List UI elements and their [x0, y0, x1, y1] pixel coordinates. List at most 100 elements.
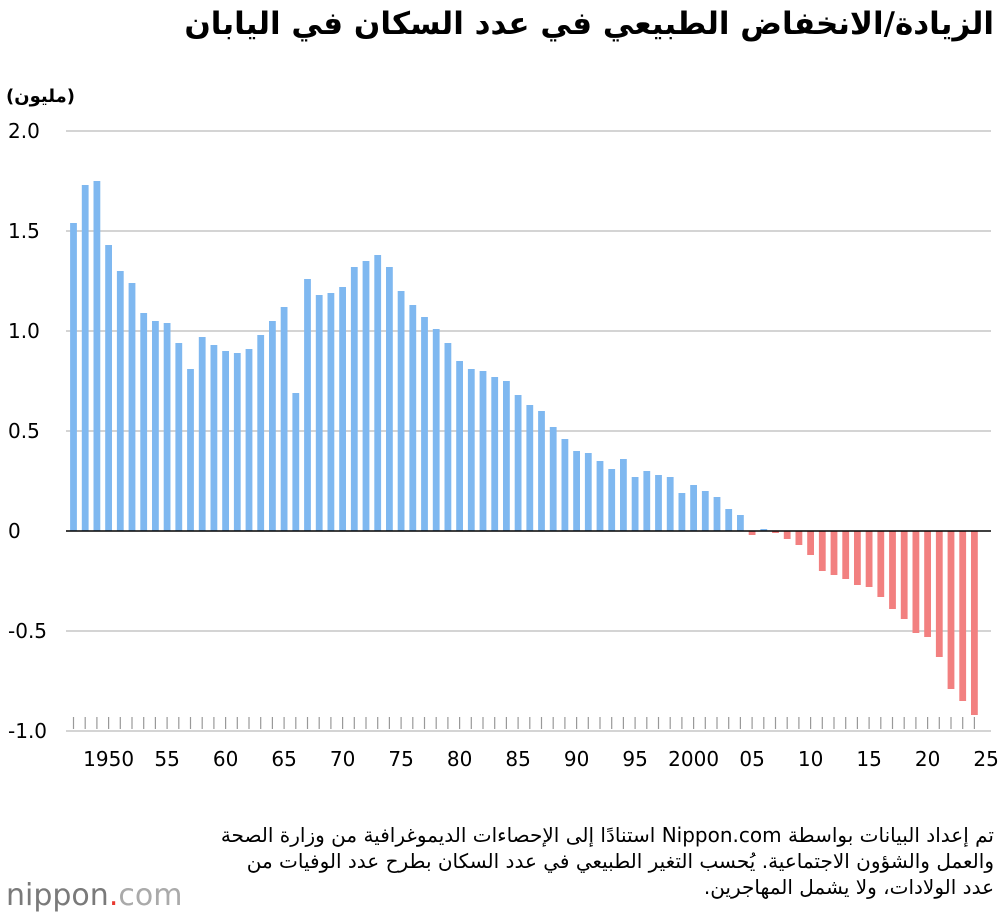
bar-2020 [924, 531, 931, 637]
bar-2023 [959, 531, 967, 701]
bar-1978 [432, 329, 440, 531]
x-tick-label: 70 [330, 747, 355, 771]
bar-1949 [93, 181, 101, 531]
bar-1974 [386, 267, 393, 531]
bar-2011 [818, 531, 826, 571]
bar-1951 [116, 271, 124, 531]
x-tick-label: 75 [388, 747, 413, 771]
bar-1991 [584, 453, 592, 531]
bar-1982 [479, 371, 487, 531]
logo-com: com [118, 878, 183, 913]
bar-2002 [713, 497, 721, 531]
x-tick-label: 90 [564, 747, 589, 771]
bar-2000 [690, 485, 697, 531]
bar-2003 [725, 509, 733, 531]
bar-1957 [187, 369, 194, 531]
bar-1959 [210, 345, 218, 531]
y-axis-unit-label: (مليون) [6, 86, 75, 107]
bar-2022 [947, 531, 955, 689]
bar-1992 [596, 461, 604, 531]
bar-1987 [538, 411, 545, 531]
bar-2009 [795, 531, 803, 545]
bar-1994 [620, 459, 627, 531]
bar-1961 [233, 353, 241, 531]
bar-2018 [900, 531, 908, 619]
x-tick-label: 2000 [668, 747, 719, 771]
bar-1960 [222, 351, 229, 531]
bar-2016 [877, 531, 885, 597]
bar-1970 [339, 287, 346, 531]
bar-1968 [315, 295, 323, 531]
x-tick-label: 25 [973, 747, 998, 771]
bar-1967 [304, 279, 311, 531]
bar-1985 [514, 395, 522, 531]
bar-1988 [549, 427, 557, 531]
bar-1989 [561, 439, 569, 531]
bar-1983 [491, 377, 499, 531]
bar-2005 [748, 531, 756, 535]
bar-1980 [456, 361, 463, 531]
x-tick-label: 55 [154, 747, 179, 771]
chart-title: الزيادة/الانخفاض الطبيعي في عدد السكان ف… [184, 6, 994, 42]
x-tick-label: 65 [271, 747, 296, 771]
bar-1966 [292, 393, 300, 531]
bar-1999 [678, 493, 686, 531]
y-tick-label: -0.5 [8, 619, 47, 643]
bar-2021 [935, 531, 943, 657]
x-tick-label: 05 [739, 747, 764, 771]
bar-1948 [81, 185, 89, 531]
source-note: تم إعداد البيانات بواسطة Nippon.com استن… [220, 823, 994, 899]
y-tick-label: 1.5 [8, 219, 40, 243]
bar-1981 [467, 369, 475, 531]
x-tick-label: 85 [505, 747, 530, 771]
bar-2017 [889, 531, 896, 609]
bar-2007 [772, 531, 779, 533]
bar-1963 [257, 335, 265, 531]
bar-1993 [608, 469, 616, 531]
bar-1969 [327, 293, 335, 531]
bar-1977 [421, 317, 428, 531]
x-tick-label: 10 [798, 747, 823, 771]
x-tick-label: 95 [622, 747, 647, 771]
nippon-logo: nippon.com [6, 878, 182, 913]
bar-2013 [842, 531, 850, 579]
bar-1956 [175, 343, 183, 531]
bar-1975 [397, 291, 405, 531]
y-tick-label: 1.0 [8, 319, 40, 343]
bar-1979 [444, 343, 452, 531]
y-tick-label: 0.5 [8, 419, 40, 443]
bar-1995 [631, 477, 639, 531]
bar-2024 [971, 531, 978, 715]
x-tick-label: 15 [856, 747, 881, 771]
bar-2010 [807, 531, 814, 555]
bar-2014 [854, 531, 861, 585]
bar-1954 [152, 321, 159, 531]
bar-1971 [350, 267, 358, 531]
y-tick-label: 0 [8, 519, 21, 543]
bar-2004 [737, 515, 744, 531]
bar-1958 [198, 337, 206, 531]
bar-1996 [643, 471, 651, 531]
x-tick-label: 1950 [83, 747, 134, 771]
bar-2012 [830, 531, 838, 575]
x-tick-label: 20 [915, 747, 940, 771]
bar-2015 [865, 531, 873, 587]
bar-1955 [163, 323, 171, 531]
y-tick-label: -1.0 [8, 719, 47, 743]
x-tick-label: 60 [213, 747, 238, 771]
bar-1986 [526, 405, 534, 531]
bar-1962 [245, 349, 253, 531]
bar-2019 [912, 531, 920, 633]
bar-2008 [783, 531, 791, 539]
bar-1964 [269, 321, 276, 531]
bar-1953 [140, 313, 148, 531]
logo-dot: . [108, 878, 119, 913]
bar-1947 [70, 223, 77, 531]
logo-word: nippon [6, 878, 109, 913]
bar-1997 [655, 475, 662, 531]
x-tick-label: 80 [447, 747, 472, 771]
bar-1950 [105, 245, 112, 531]
bar-1973 [374, 255, 382, 531]
bar-1990 [573, 451, 580, 531]
